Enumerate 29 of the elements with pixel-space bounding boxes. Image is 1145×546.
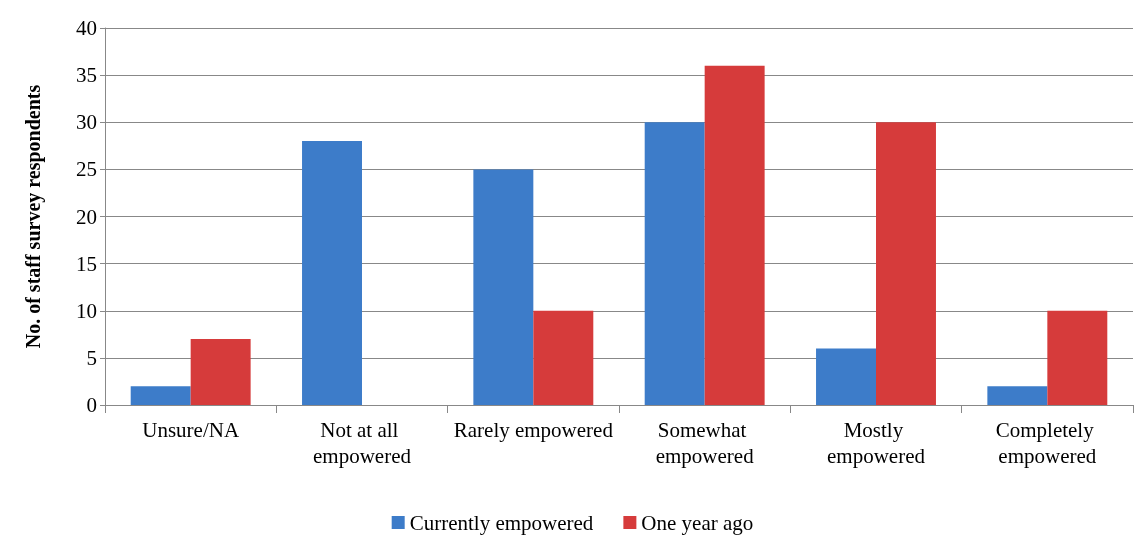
bar bbox=[987, 386, 1048, 405]
y-tick-label: 30 bbox=[76, 110, 97, 135]
x-tick-label: Rarely empowered bbox=[453, 418, 614, 442]
y-tick-label: 20 bbox=[76, 204, 97, 229]
x-tick-label: Unsure/NA bbox=[142, 418, 240, 442]
bar bbox=[816, 348, 876, 405]
y-tick-label: 15 bbox=[76, 251, 97, 276]
y-tick-label: 25 bbox=[76, 157, 97, 182]
bar bbox=[644, 122, 705, 405]
y-axis-title: No. of staff survey respondents bbox=[22, 84, 45, 349]
x-tick-label: Completely empowered bbox=[995, 418, 1099, 468]
bar bbox=[302, 141, 362, 405]
bar bbox=[130, 386, 191, 405]
y-tick-label: 0 bbox=[86, 393, 97, 417]
x-tick-label: Mostly empowered bbox=[827, 418, 926, 468]
y-tick-label: 35 bbox=[76, 63, 97, 88]
bar bbox=[1047, 310, 1108, 405]
bar bbox=[190, 339, 251, 405]
y-tick-label: 40 bbox=[76, 16, 97, 40]
legend-label: Currently empowered bbox=[409, 510, 594, 535]
y-tick-label: 10 bbox=[76, 298, 97, 323]
x-tick-label: Somewhat empowered bbox=[655, 418, 755, 468]
x-tick-label: Not at all empowered bbox=[313, 418, 412, 468]
bar bbox=[704, 65, 765, 405]
bar bbox=[533, 310, 594, 405]
y-tick-label: 5 bbox=[86, 345, 97, 370]
bar bbox=[473, 169, 534, 405]
bar bbox=[876, 122, 936, 405]
legend-label: One year ago bbox=[641, 510, 754, 535]
